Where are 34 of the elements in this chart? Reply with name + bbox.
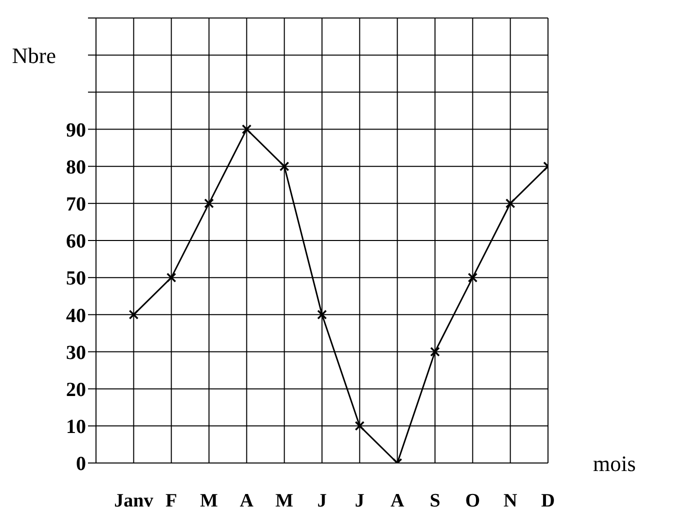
y-tick-label: 10 — [66, 416, 86, 438]
y-tick-label: 90 — [66, 119, 86, 142]
point — [279, 161, 290, 172]
x-tick-label: M — [200, 490, 218, 512]
point — [430, 346, 440, 357]
point — [204, 198, 214, 208]
x-axis-title: mois — [593, 451, 636, 476]
x-tick-label: S — [430, 490, 440, 512]
x-tick-label: J — [354, 490, 364, 512]
y-axis-title: Nbre — [12, 43, 56, 68]
x-tick-label: Janv — [114, 490, 154, 512]
y-tick-label: 20 — [66, 378, 86, 401]
x-tick-label: J — [317, 490, 327, 512]
y-tick-label: 40 — [66, 304, 86, 327]
y-tick-label: 60 — [66, 230, 86, 253]
x-tick-label: D — [541, 490, 555, 512]
x-tick-label: F — [166, 490, 178, 512]
y-tick-label: 50 — [66, 268, 86, 290]
x-tick-label: M — [275, 490, 294, 512]
x-tick-label: O — [465, 490, 480, 512]
point — [468, 272, 478, 282]
point — [354, 421, 365, 431]
x-tick-label: A — [240, 490, 254, 512]
point — [505, 198, 516, 208]
y-tick-label: 30 — [66, 342, 86, 364]
x-tick-label: A — [390, 490, 404, 512]
y-tick-label: 70 — [66, 194, 86, 216]
y-tick-label: 80 — [66, 156, 86, 178]
point — [317, 310, 327, 320]
y-tick-label: 0 — [76, 453, 86, 476]
point — [242, 124, 252, 134]
point — [128, 310, 139, 320]
x-tick-label: N — [503, 490, 518, 512]
point — [166, 272, 176, 282]
